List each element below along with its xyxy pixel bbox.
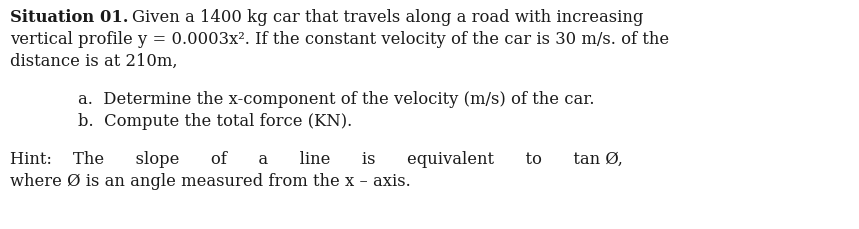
Text: vertical profile y = 0.0003x². If the constant velocity of the car is 30 m/s. of: vertical profile y = 0.0003x². If the co… (10, 31, 669, 48)
Text: Situation 01.: Situation 01. (10, 9, 129, 26)
Text: Given a 1400 kg car that travels along a road with increasing: Given a 1400 kg car that travels along a… (132, 9, 644, 26)
Text: where Ø is an angle measured from the x – axis.: where Ø is an angle measured from the x … (10, 172, 411, 189)
Text: Hint:    The      slope      of      a      line      is      equivalent      to: Hint: The slope of a line is equivalent … (10, 150, 623, 167)
Text: a.  Determine the x-component of the velocity (m/s) of the car.: a. Determine the x-component of the velo… (78, 91, 594, 108)
Text: distance is at 210m,: distance is at 210m, (10, 53, 178, 70)
Text: b.  Compute the total force (KN).: b. Compute the total force (KN). (78, 112, 352, 129)
